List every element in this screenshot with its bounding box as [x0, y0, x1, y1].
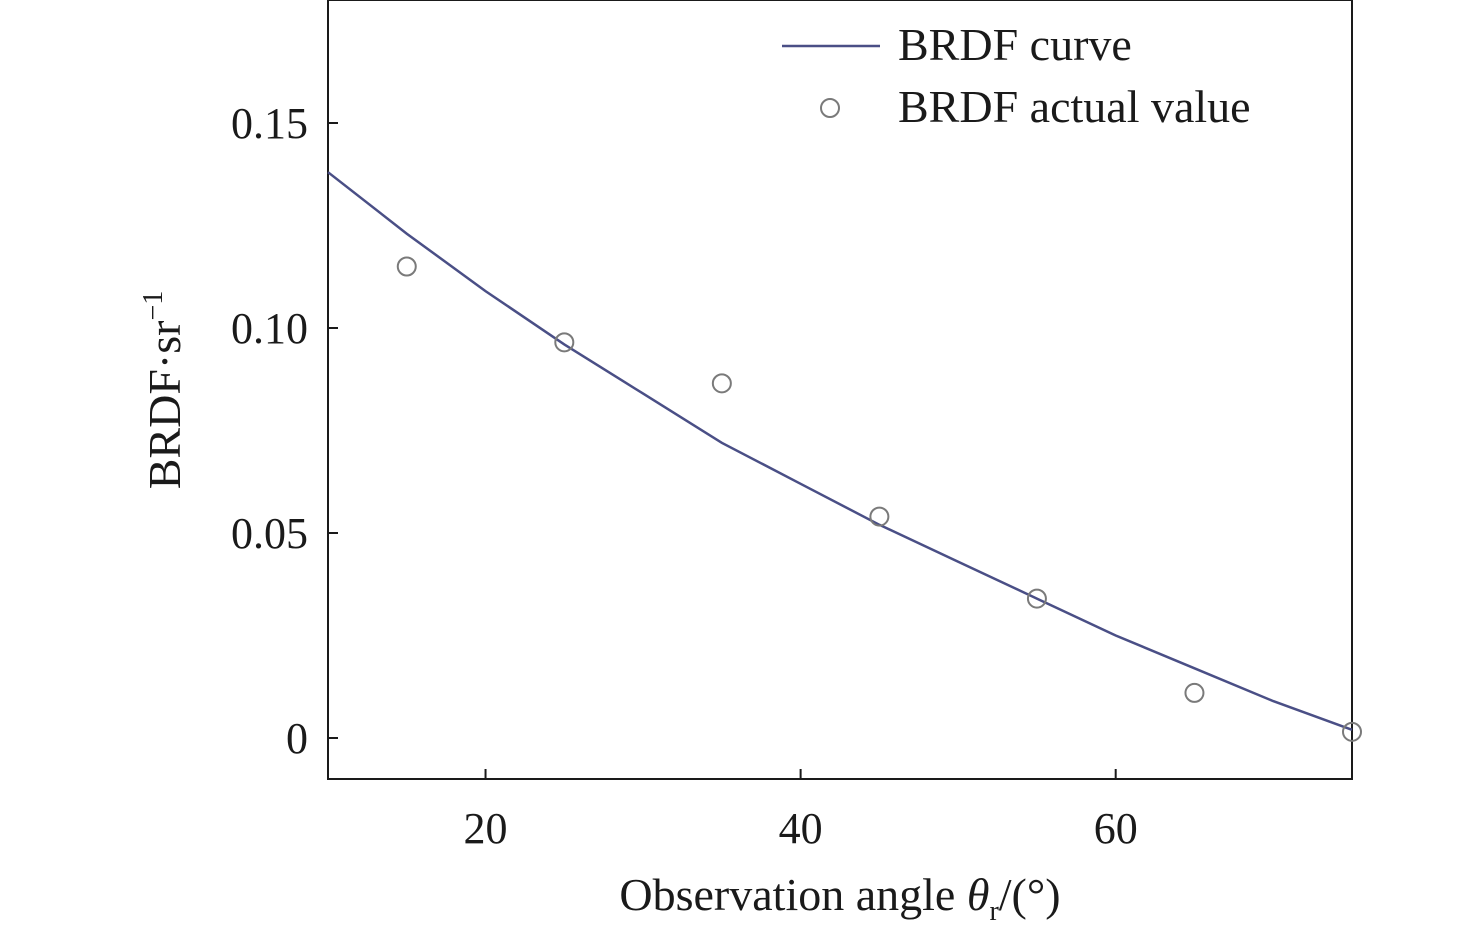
y-tick-label: 0.15 [231, 99, 308, 148]
data-point [1184, 682, 1205, 703]
data-point [869, 506, 890, 527]
data-point [1026, 588, 1047, 609]
x-tick-label: 60 [1094, 804, 1138, 853]
y-tick-label: 0.05 [231, 509, 308, 558]
legend-label-curve: BRDF curve [898, 19, 1132, 70]
y-axis: 0 0.05 0.10 0.15 [231, 99, 338, 763]
plot-frame [327, 0, 1353, 780]
brdf-actual-points [396, 256, 1362, 742]
x-axis-label: Observation angle θr/(°) [619, 869, 1060, 927]
legend-marker-swatch [820, 98, 840, 118]
data-point [554, 332, 575, 353]
x-tick-label: 20 [464, 804, 508, 853]
data-point [396, 256, 417, 277]
x-tick-label: 40 [779, 804, 823, 853]
legend-label-points: BRDF actual value [898, 81, 1251, 132]
x-axis: 20 40 60 [464, 769, 1138, 853]
legend: BRDF curve BRDF actual value [782, 19, 1251, 132]
y-tick-label: 0 [286, 714, 308, 763]
y-tick-label: 0.10 [231, 304, 308, 353]
y-axis-label: BRDF·sr−1 [138, 291, 190, 490]
brdf-curve-line [327, 171, 1353, 731]
data-point [1342, 721, 1362, 742]
data-point [711, 373, 732, 394]
